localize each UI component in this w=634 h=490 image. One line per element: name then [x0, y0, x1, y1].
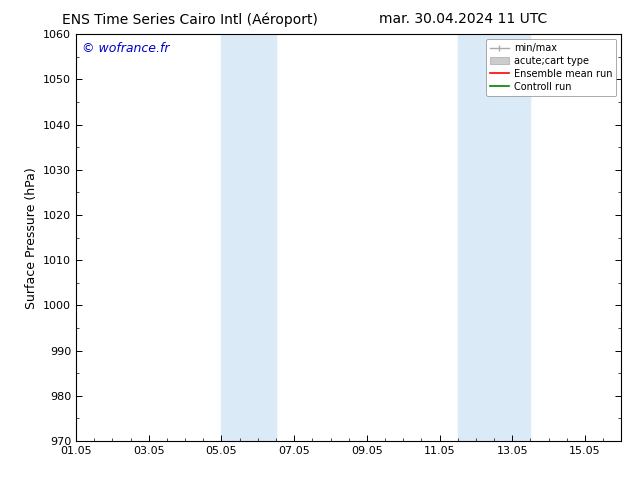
Bar: [221, 34, 276, 441]
Text: mar. 30.04.2024 11 UTC: mar. 30.04.2024 11 UTC: [378, 12, 547, 26]
Legend: min/max, acute;cart type, Ensemble mean run, Controll run: min/max, acute;cart type, Ensemble mean …: [486, 39, 616, 96]
Bar: [458, 34, 531, 441]
Text: ENS Time Series Cairo Intl (Aéroport): ENS Time Series Cairo Intl (Aéroport): [62, 12, 318, 27]
Y-axis label: Surface Pressure (hPa): Surface Pressure (hPa): [25, 167, 37, 309]
Text: © wofrance.fr: © wofrance.fr: [82, 43, 169, 55]
